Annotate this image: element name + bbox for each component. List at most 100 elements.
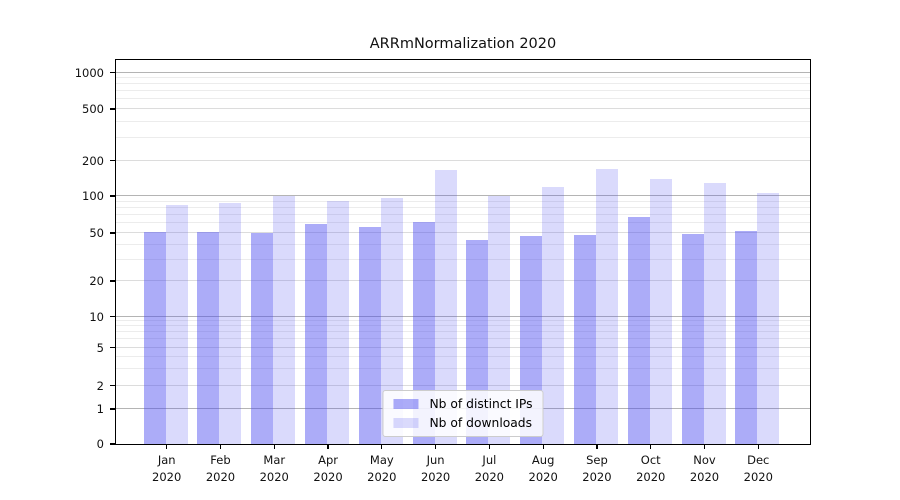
y-tick-label: 200 <box>82 153 104 168</box>
x-tick-year: 2020 <box>743 470 773 484</box>
bar-distinct-ips-mar <box>251 233 274 444</box>
bar-distinct-ips-jan <box>143 231 166 444</box>
x-tick-mark <box>596 445 598 449</box>
x-tick-month: Feb <box>210 453 231 467</box>
x-tick-mark <box>381 445 383 449</box>
y-tick-label: 20 <box>89 274 104 288</box>
y-tick-mark <box>110 280 115 282</box>
y-tick-mark <box>110 71 115 74</box>
bar-downloads-may <box>380 197 403 444</box>
x-tick-label: Jan 2020 <box>137 452 197 486</box>
bar-downloads-jan <box>165 205 188 444</box>
y-tick-mark <box>110 408 115 410</box>
gridline-minor <box>116 243 810 245</box>
y-tick-mark <box>110 443 115 445</box>
x-tick-year: 2020 <box>259 470 289 484</box>
legend: Nb of distinct IPs Nb of downloads <box>382 390 544 437</box>
gridline-minor <box>116 136 810 138</box>
y-tick-label: 2 <box>96 378 104 393</box>
gridline-minor <box>116 222 810 224</box>
gridline-minor <box>116 98 810 100</box>
x-tick-year: 2020 <box>205 470 236 484</box>
gridline-minor <box>116 320 810 322</box>
bar-distinct-ips-nov <box>681 234 704 444</box>
legend-item-distinct-ips: Nb of distinct IPs <box>393 397 533 411</box>
gridline-labeled-minor <box>116 384 810 386</box>
y-tick-label: 50 <box>89 226 104 240</box>
x-tick-year: 2020 <box>152 470 182 484</box>
bar-distinct-ips-apr <box>305 224 328 444</box>
x-tick-mark <box>542 445 544 449</box>
gridline-minor <box>116 331 810 333</box>
bar-distinct-ips-sep <box>573 235 596 444</box>
y-tick-mark <box>110 108 115 110</box>
x-tick-label: Oct 2020 <box>621 452 681 486</box>
gridline-minor <box>116 200 810 202</box>
y-tick-mark <box>110 315 115 318</box>
gridline-minor <box>116 338 810 340</box>
gridline-major <box>116 71 810 73</box>
chart-title: ARRmNormalization 2020 <box>369 36 557 52</box>
y-tick-label: 10 <box>89 309 104 324</box>
x-tick-label: Jun 2020 <box>406 452 466 486</box>
x-tick-year: 2020 <box>474 470 505 484</box>
x-tick-mark <box>757 445 759 449</box>
x-tick-label: Apr 2020 <box>298 452 358 486</box>
y-tick-label: 0 <box>96 437 104 451</box>
x-tick-month: Dec <box>747 453 770 467</box>
bar-downloads-apr <box>327 201 350 444</box>
gridline-labeled-minor <box>116 159 810 161</box>
gridline-labeled-minor <box>116 108 810 109</box>
legend-swatch-distinct-ips <box>393 399 419 409</box>
x-tick-month: Aug <box>531 453 555 467</box>
bar-distinct-ips-may <box>358 226 381 444</box>
gridline-labeled-minor <box>116 280 810 281</box>
x-tick-label: Jul 2020 <box>459 452 519 486</box>
x-tick-year: 2020 <box>689 470 720 484</box>
y-tick-mark <box>110 232 115 234</box>
gridline-minor <box>116 355 810 357</box>
y-tick-mark <box>110 384 115 387</box>
plot-area: Nb of distinct IPs Nb of downloads <box>115 59 811 445</box>
x-tick-year: 2020 <box>582 470 612 484</box>
x-tick-label: Mar 2020 <box>244 452 304 486</box>
y-tick-label: 5 <box>96 340 104 355</box>
y-tick-mark <box>110 159 115 162</box>
x-tick-mark <box>166 445 168 449</box>
y-tick-label: 100 <box>82 189 104 203</box>
x-tick-month: Nov <box>693 453 716 467</box>
gridline-major <box>116 315 810 317</box>
x-tick-mark <box>488 445 490 449</box>
x-tick-mark <box>435 445 437 449</box>
x-tick-label: Aug 2020 <box>513 452 573 486</box>
x-tick-label: May 2020 <box>352 452 412 486</box>
x-tick-mark <box>327 445 329 449</box>
gridline-major <box>116 195 810 196</box>
gridline-minor <box>116 120 810 122</box>
x-tick-month: Apr <box>318 453 338 467</box>
x-tick-label: Nov 2020 <box>675 452 735 486</box>
y-tick-mark <box>110 195 115 197</box>
x-tick-mark <box>273 445 275 449</box>
gridline-minor <box>116 367 810 369</box>
bar-downloads-jul <box>488 196 511 444</box>
gridline-minor <box>116 325 810 327</box>
bar-distinct-ips-jun <box>412 222 435 444</box>
gridline-minor <box>116 206 810 208</box>
x-tick-month: Sep <box>586 453 608 467</box>
legend-item-downloads: Nb of downloads <box>393 416 532 430</box>
x-tick-mark <box>703 445 706 449</box>
y-tick-mark <box>110 346 115 349</box>
x-tick-year: 2020 <box>367 470 397 484</box>
bar-downloads-sep <box>595 169 618 444</box>
x-tick-month: Jan <box>157 453 176 467</box>
x-tick-year: 2020 <box>313 470 343 484</box>
gridline-minor <box>116 258 810 260</box>
x-tick-month: Mar <box>263 453 286 467</box>
gridline-labeled-minor <box>116 346 810 348</box>
x-tick-label: Feb 2020 <box>190 452 250 486</box>
y-tick-label: 1 <box>96 402 104 416</box>
gridline-minor <box>116 83 810 85</box>
y-tick-label: 1000 <box>74 65 104 80</box>
bar-distinct-ips-feb <box>197 231 220 444</box>
